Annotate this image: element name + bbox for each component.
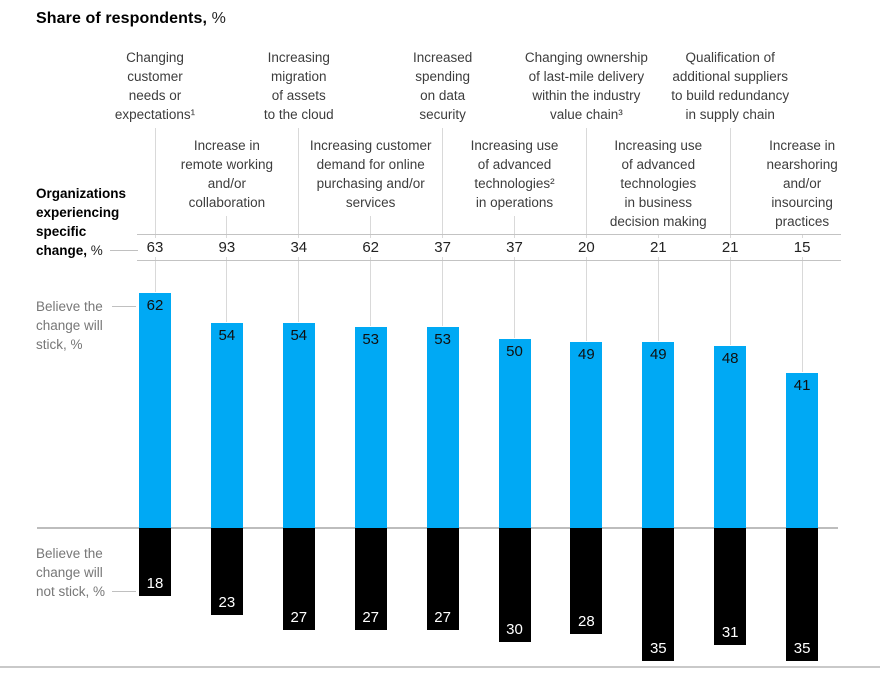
not-stick-value: 23 — [218, 594, 236, 612]
row-label-not-stick: Believe the change will not stick, % — [36, 546, 106, 599]
experiencing-value: 20 — [573, 238, 600, 257]
category-label: Increased spending on data security — [412, 50, 473, 122]
chart-title-unit: % — [207, 10, 226, 27]
category-label: Increasing migration of assets to the cl… — [263, 50, 334, 122]
bar-stick: 50 — [498, 338, 531, 528]
category-guide-line — [298, 128, 300, 323]
row-label-experiencing-unit: % — [87, 243, 103, 258]
category-label: Changing customer needs or expectations¹ — [114, 50, 196, 122]
category-guide-line — [154, 128, 156, 293]
connector-experiencing — [110, 250, 138, 251]
bar-not-stick: 27 — [282, 528, 315, 631]
category-guide-line — [370, 216, 372, 327]
stick-value: 49 — [578, 346, 595, 364]
bar-stick: 53 — [354, 327, 387, 528]
chart-title: Share of respondents, % — [36, 10, 226, 28]
bar-stick: 48 — [714, 346, 747, 528]
row-label-experiencing: Organizations experiencing specific chan… — [36, 184, 126, 260]
experiencing-value: 34 — [285, 238, 313, 257]
stick-value: 54 — [218, 327, 236, 345]
bar-stick: 54 — [210, 323, 243, 528]
bar-stick: 53 — [426, 327, 459, 528]
row-label-stick: Believe the change will stick, % — [36, 299, 103, 352]
category-label: Changing ownership of last-mile delivery… — [524, 50, 648, 122]
stick-value: 48 — [721, 350, 739, 368]
bar-not-stick: 30 — [498, 528, 531, 642]
not-stick-value: 27 — [290, 609, 308, 627]
bar-not-stick: 35 — [642, 528, 675, 661]
stick-value: 49 — [649, 346, 667, 364]
stick-value: 53 — [362, 331, 380, 349]
not-stick-value: 27 — [434, 609, 451, 627]
bar-stick: 49 — [642, 342, 675, 528]
category-guide-line — [442, 128, 444, 327]
not-stick-value: 18 — [146, 575, 164, 593]
category-label: Qualification of additional suppliers to… — [671, 50, 790, 122]
bar-stick: 54 — [282, 323, 315, 528]
bar-not-stick: 27 — [354, 528, 387, 631]
value-row-bottom-rule — [137, 260, 841, 261]
chart-title-main: Share of respondents, — [36, 10, 208, 27]
stick-value: 62 — [146, 297, 164, 315]
stick-value: 54 — [290, 327, 308, 345]
category-guide-line — [657, 235, 659, 342]
bar-not-stick: 35 — [786, 528, 819, 661]
category-guide-line — [801, 235, 803, 372]
not-stick-value: 31 — [721, 624, 739, 642]
not-stick-value: 27 — [362, 609, 380, 627]
bar-not-stick: 18 — [139, 528, 171, 597]
not-stick-value: 35 — [649, 639, 667, 657]
bar-stick: 41 — [786, 372, 819, 528]
experiencing-value: 15 — [788, 238, 816, 257]
experiencing-value: 93 — [213, 238, 241, 257]
bar-not-stick: 27 — [426, 528, 459, 631]
experiencing-value: 37 — [501, 238, 528, 257]
bar-not-stick: 23 — [210, 528, 243, 616]
category-guide-line — [729, 128, 731, 346]
bar-stick: 62 — [139, 293, 171, 528]
category-label: Increase in remote working and/or collab… — [180, 138, 274, 210]
connector-stick — [112, 306, 136, 307]
connector-not-stick — [112, 591, 136, 592]
bar-stick: 49 — [570, 342, 603, 528]
experiencing-value: 21 — [716, 238, 744, 257]
not-stick-value: 28 — [578, 613, 595, 631]
stick-value: 41 — [793, 376, 811, 394]
category-label: Increase in nearshoring and/or insourcin… — [766, 138, 838, 229]
not-stick-value: 35 — [793, 639, 811, 657]
category-label: Increasing use of advanced technologies … — [609, 138, 707, 229]
category-guide-line — [514, 216, 515, 338]
bar-not-stick: 28 — [570, 528, 603, 635]
category-label: Increasing use of advanced technologies²… — [470, 138, 559, 210]
experiencing-value: 21 — [644, 238, 672, 257]
experiencing-value: 63 — [141, 238, 169, 257]
stick-value: 50 — [506, 342, 523, 360]
bar-not-stick: 31 — [714, 528, 747, 646]
category-guide-line — [226, 216, 228, 323]
stick-value: 53 — [434, 331, 451, 349]
chart-bottom-border — [0, 666, 880, 668]
category-label: Increasing customer demand for online pu… — [309, 138, 432, 210]
experiencing-value: 62 — [357, 238, 385, 257]
row-label-experiencing-text: Organizations experiencing specific chan… — [36, 186, 127, 258]
experiencing-value: 37 — [429, 238, 456, 257]
value-row-top-rule — [137, 234, 841, 235]
not-stick-value: 30 — [506, 620, 523, 638]
